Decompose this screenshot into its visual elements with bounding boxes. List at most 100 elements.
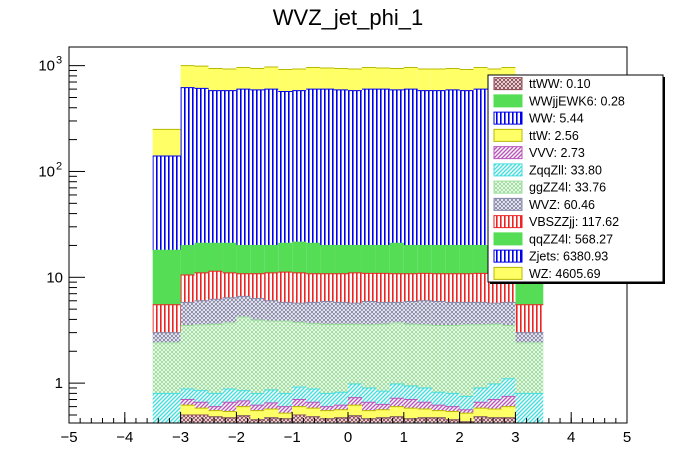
legend-swatch [493,232,523,246]
bar-ggzz4l-9 [292,322,307,387]
bar-wvz-15 [375,302,390,325]
bar-wvz-20 [445,302,460,326]
bar-zjets-6 [250,89,265,246]
x-tick-label: −3 [172,429,189,446]
bar-vbszzjj-8 [278,272,293,303]
y-tick-label: 10 [46,269,63,286]
bar-zqqzll-1 [180,389,195,400]
series-vvv [180,395,516,414]
bar-vbszzjj-7 [264,272,279,301]
bar-ttww-5 [236,415,251,423]
bar-vvv-19 [431,405,446,411]
bar-zjets-7 [264,89,279,246]
series-ggzz4l [152,316,544,397]
bar-vbszzjj-4 [222,272,237,298]
bar-qqzz4l-13 [348,245,362,273]
bar-ggzz4l-18 [417,324,432,388]
bar-ttww-9 [292,414,307,423]
bar-qqzz4l-17 [403,245,418,274]
bar-wz-1 [180,65,195,88]
bar-zjets-12 [334,89,348,246]
bar-wvz-3 [208,299,223,325]
bar-wz-4 [222,68,237,91]
bar-ttww-7 [264,417,279,423]
legend-entry: VBSZZjj: 117.62 [493,215,619,229]
bar-wvz-22 [473,302,488,325]
bar-wz-5 [236,67,251,90]
bar-ggzz4l-5 [236,317,251,391]
bar-qqzz4l-0 [152,250,181,305]
bar-qqzz4l-7 [264,245,279,273]
legend-label: Zjets: 6380.93 [529,250,608,264]
bar-ttw-3 [208,410,223,417]
x-tick-label: −2 [228,429,245,446]
bar-ggzz4l-15 [375,324,390,392]
bar-vvv-13 [348,397,362,406]
bar-vbszzjj-21 [459,273,474,303]
bar-qqzz4l-16 [389,243,404,274]
bar-ggzz4l-13 [348,324,362,385]
legend-label: VVV: 2.73 [529,146,585,160]
bar-qqzz4l-1 [180,245,195,276]
bar-vbszzjj-6 [250,273,265,299]
bar-zjets-8 [278,91,293,244]
legend-label: ggZZ4l: 33.76 [529,181,606,195]
bar-ttww-11 [320,418,335,423]
bar-vbszzjj-5 [236,273,251,297]
legend-label: WVZ: 60.46 [529,198,595,212]
bar-qqzz4l-15 [375,245,390,274]
bar-zqqzll-20 [445,393,460,407]
bar-ggzz4l-4 [222,322,237,390]
outline-ggzz4l [152,316,544,344]
outline-ttw [180,404,516,414]
bar-wvz-2 [194,300,209,325]
bar-wz-22 [473,67,488,90]
y-tick-exponent: 3 [56,55,62,67]
bar-zjets-19 [431,90,446,246]
legend-swatch [493,111,523,125]
bar-vvv-21 [459,409,474,414]
bar-ttw-16 [389,406,404,417]
bar-wz-12 [334,68,348,90]
bar-vvv-17 [403,399,418,409]
bar-ttw-10 [306,408,321,417]
bar-zjets-16 [389,89,404,244]
bar-ggzz4l-12 [334,324,348,393]
bar-ttw-22 [473,408,488,417]
bar-vvv-3 [208,406,223,411]
x-tick-label: 1 [400,429,408,446]
bar-zqqzll-3 [208,393,223,407]
bar-zqqzll-23 [487,384,502,400]
bar-zjets-15 [375,89,390,246]
bar-wz-10 [306,67,321,90]
legend-swatch [493,215,523,229]
bar-vvv-20 [445,406,460,412]
legend-label: ttW: 2.56 [529,129,579,143]
bar-zqqzll-2 [194,390,209,403]
bar-ttw-1 [180,405,195,415]
bar-ttww-24 [501,417,516,423]
legend-swatch [493,180,523,194]
bar-ggzz4l-14 [361,324,376,388]
bar-vvv-16 [389,398,404,407]
outline-wz [152,65,544,130]
bar-vbszzjj-20 [445,273,460,303]
bar-ggzz4l-21 [459,324,474,397]
legend-entry: WVZ: 60.46 [493,197,595,212]
bar-wz-14 [361,67,376,90]
bar-qqzz4l-12 [334,245,348,274]
bar-wvz-1 [180,302,195,326]
bar-ttw-9 [292,406,307,415]
bar-vbszzjj-15 [375,273,390,303]
bar-zqqzll-10 [306,389,321,403]
bar-ttw-5 [236,406,251,416]
bar-vbszzjj-19 [431,273,446,302]
bar-ggzz4l-20 [445,325,460,394]
bar-zqqzll-12 [334,392,348,406]
bar-ttw-13 [348,405,362,416]
bar-zjets-13 [348,90,362,246]
bar-zjets-14 [361,89,376,246]
bar-ttww-20 [445,419,460,423]
bar-wvz-11 [320,301,335,325]
bar-zjets-17 [403,89,418,246]
